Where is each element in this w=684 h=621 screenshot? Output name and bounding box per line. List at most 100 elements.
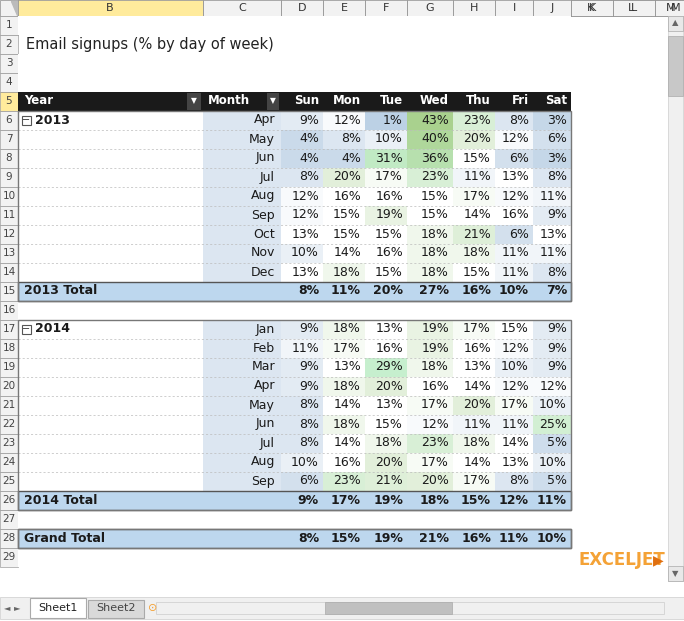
Text: 16%: 16% — [501, 209, 529, 222]
Bar — [203, 415, 281, 434]
Bar — [533, 358, 571, 377]
Bar — [0, 225, 18, 244]
Bar — [18, 510, 571, 529]
Bar — [18, 529, 571, 548]
Bar — [495, 111, 533, 130]
Text: 8%: 8% — [509, 474, 529, 487]
Bar — [281, 320, 323, 339]
Text: 13%: 13% — [463, 361, 491, 373]
Text: Feb: Feb — [253, 342, 275, 355]
Bar — [323, 529, 365, 548]
Text: 8%: 8% — [299, 437, 319, 450]
Bar — [0, 396, 18, 415]
Text: F: F — [383, 3, 389, 13]
Bar — [0, 339, 18, 358]
Text: 29: 29 — [2, 552, 16, 562]
Bar — [495, 130, 533, 149]
Text: 4%: 4% — [299, 152, 319, 165]
Bar — [365, 282, 407, 301]
Bar — [533, 263, 571, 282]
Text: L: L — [628, 3, 634, 13]
Bar — [0, 0, 18, 16]
Bar — [0, 168, 18, 187]
Bar — [365, 434, 407, 453]
Bar — [18, 529, 203, 548]
Text: Apr: Apr — [254, 114, 275, 127]
Bar — [323, 358, 365, 377]
Text: 10%: 10% — [537, 532, 567, 545]
Bar — [0, 187, 18, 206]
Bar — [533, 529, 571, 548]
Bar — [533, 244, 571, 263]
Bar — [365, 225, 407, 244]
Text: 17%: 17% — [421, 399, 449, 412]
Bar — [407, 453, 453, 472]
Text: 6: 6 — [5, 115, 12, 125]
Text: G: G — [425, 3, 434, 13]
Bar — [323, 472, 365, 491]
Text: 9%: 9% — [299, 114, 319, 127]
Bar — [533, 92, 571, 111]
Text: Nov: Nov — [250, 247, 275, 260]
Text: B: B — [106, 3, 114, 13]
Text: 13%: 13% — [501, 455, 529, 468]
Text: 11%: 11% — [501, 266, 529, 278]
Bar — [495, 282, 533, 301]
Text: 9: 9 — [5, 172, 12, 182]
Text: 19%: 19% — [373, 532, 403, 545]
Text: 11%: 11% — [463, 171, 491, 183]
Bar — [407, 263, 453, 282]
Text: 11%: 11% — [537, 494, 567, 507]
Bar — [281, 339, 323, 358]
Text: 14: 14 — [2, 267, 16, 277]
Text: 11: 11 — [2, 210, 16, 220]
Text: 13%: 13% — [376, 399, 403, 412]
Bar — [18, 453, 203, 472]
Text: 8%: 8% — [547, 266, 567, 278]
Text: 16%: 16% — [421, 379, 449, 392]
Bar — [323, 263, 365, 282]
Bar — [0, 16, 18, 35]
Bar — [18, 358, 203, 377]
Bar — [365, 529, 407, 548]
Text: Fri: Fri — [512, 94, 529, 107]
Text: 40%: 40% — [421, 132, 449, 145]
Bar — [281, 529, 323, 548]
Text: Year: Year — [24, 94, 53, 107]
Text: 16%: 16% — [376, 342, 403, 355]
Bar — [453, 263, 495, 282]
Text: 18%: 18% — [419, 494, 449, 507]
Bar — [495, 491, 533, 510]
Bar — [407, 149, 453, 168]
Text: 18%: 18% — [333, 417, 361, 430]
Text: 13%: 13% — [333, 361, 361, 373]
Bar — [365, 187, 407, 206]
Bar — [323, 415, 365, 434]
Text: 10: 10 — [3, 191, 16, 201]
Bar — [281, 130, 323, 149]
Text: 15%: 15% — [331, 532, 361, 545]
Text: 13%: 13% — [539, 227, 567, 240]
Bar — [407, 396, 453, 415]
Bar — [203, 130, 281, 149]
Bar — [365, 491, 407, 510]
Text: 16%: 16% — [461, 284, 491, 297]
Bar — [281, 187, 323, 206]
Bar — [281, 244, 323, 263]
Bar — [18, 415, 203, 434]
Text: 17%: 17% — [463, 189, 491, 202]
Text: 8%: 8% — [341, 132, 361, 145]
Bar — [495, 168, 533, 187]
Text: 15%: 15% — [333, 209, 361, 222]
Bar — [407, 244, 453, 263]
Bar — [453, 396, 495, 415]
Text: Sun: Sun — [294, 94, 319, 107]
Bar — [203, 377, 281, 396]
Bar — [281, 111, 323, 130]
Text: 12%: 12% — [291, 209, 319, 222]
Text: 20%: 20% — [463, 132, 491, 145]
Text: 20%: 20% — [333, 171, 361, 183]
Text: Dec: Dec — [250, 266, 275, 278]
Bar — [533, 168, 571, 187]
Text: 23%: 23% — [421, 171, 449, 183]
